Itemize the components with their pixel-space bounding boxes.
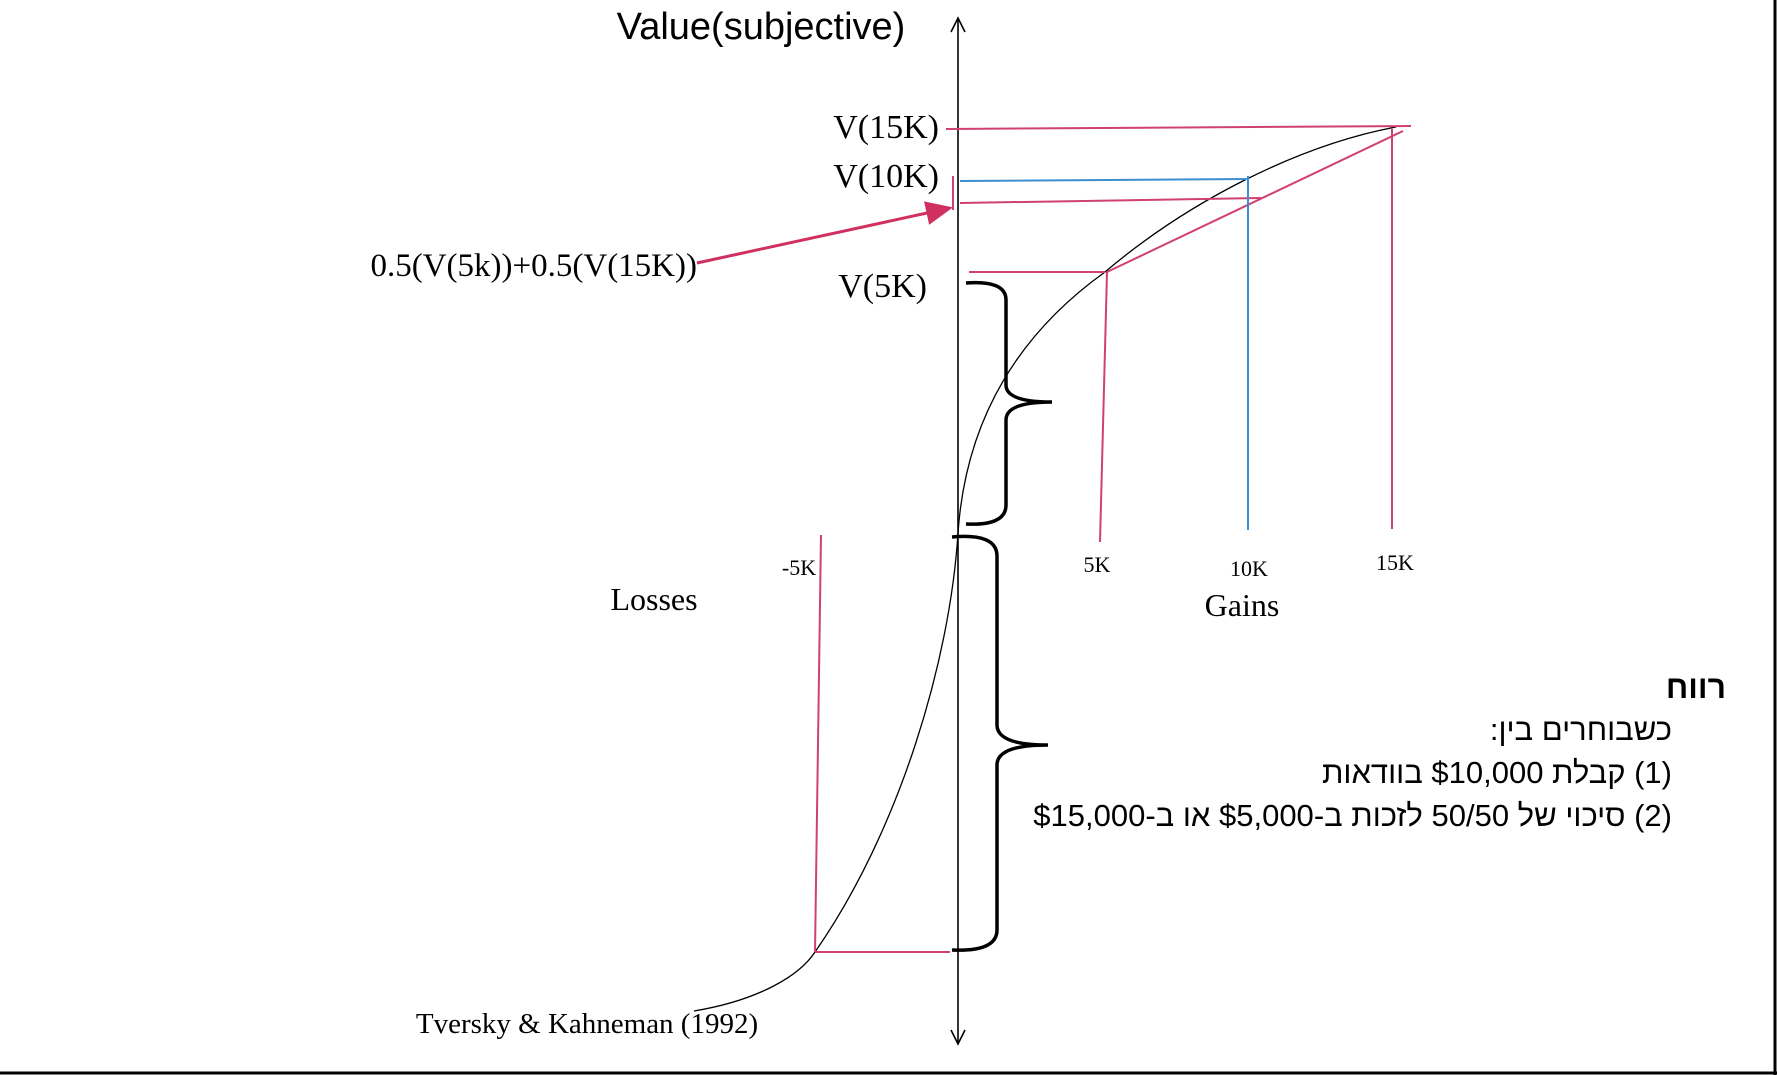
v15k-label: V(15K) — [833, 109, 939, 146]
option-2: (2) סיכוי של 50/50 לזכות ב-$5,000 או ב-$… — [1033, 798, 1672, 833]
y-axis-label: Value(subjective) — [617, 6, 906, 48]
tick-neg5k: -5K — [782, 555, 816, 580]
expected-value-label: 0.5(V(5k))+0.5(V(15K)) — [370, 248, 697, 284]
tick-15k: 15K — [1376, 550, 1414, 575]
option-1: (1) קבלת $10,000 בוודאות — [1322, 755, 1672, 790]
tick-5k: 5K — [1084, 552, 1111, 577]
axis-arrow-bottom — [950, 1029, 966, 1046]
neg5k-vertical-guide — [814, 534, 822, 953]
loss-brace — [951, 534, 1049, 952]
5k-vertical-guide — [1099, 271, 1108, 543]
v5k-label: V(5K) — [838, 268, 927, 305]
question-line: כשבוחרים בין: — [1490, 712, 1672, 747]
v10k-label: V(10K) — [833, 158, 939, 195]
value-function-curve — [693, 126, 1397, 1012]
chord-5k-15k — [1106, 130, 1404, 273]
expected-value-guide — [959, 197, 1262, 204]
expected-value-arrow — [696, 201, 953, 265]
losses-label: Losses — [610, 581, 697, 617]
gain-brace — [965, 280, 1053, 526]
citation: Tversky & Kahneman (1992) — [416, 1008, 758, 1040]
gains-label: Gains — [1205, 587, 1280, 623]
tick-10k: 10K — [1230, 556, 1268, 581]
v15k-guide — [945, 125, 1412, 130]
v10k-guide — [959, 178, 1249, 182]
axis-arrow-top — [950, 16, 966, 33]
gain-heading: רווח — [1666, 669, 1726, 705]
